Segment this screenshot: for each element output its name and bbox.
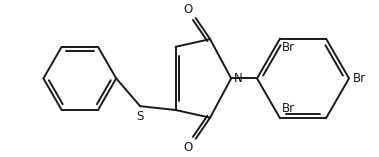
Text: O: O — [183, 3, 193, 16]
Text: Br: Br — [353, 72, 366, 85]
Text: S: S — [136, 110, 144, 123]
Text: Br: Br — [282, 102, 295, 115]
Text: N: N — [234, 72, 243, 85]
Text: Br: Br — [282, 41, 295, 54]
Text: O: O — [183, 141, 193, 154]
